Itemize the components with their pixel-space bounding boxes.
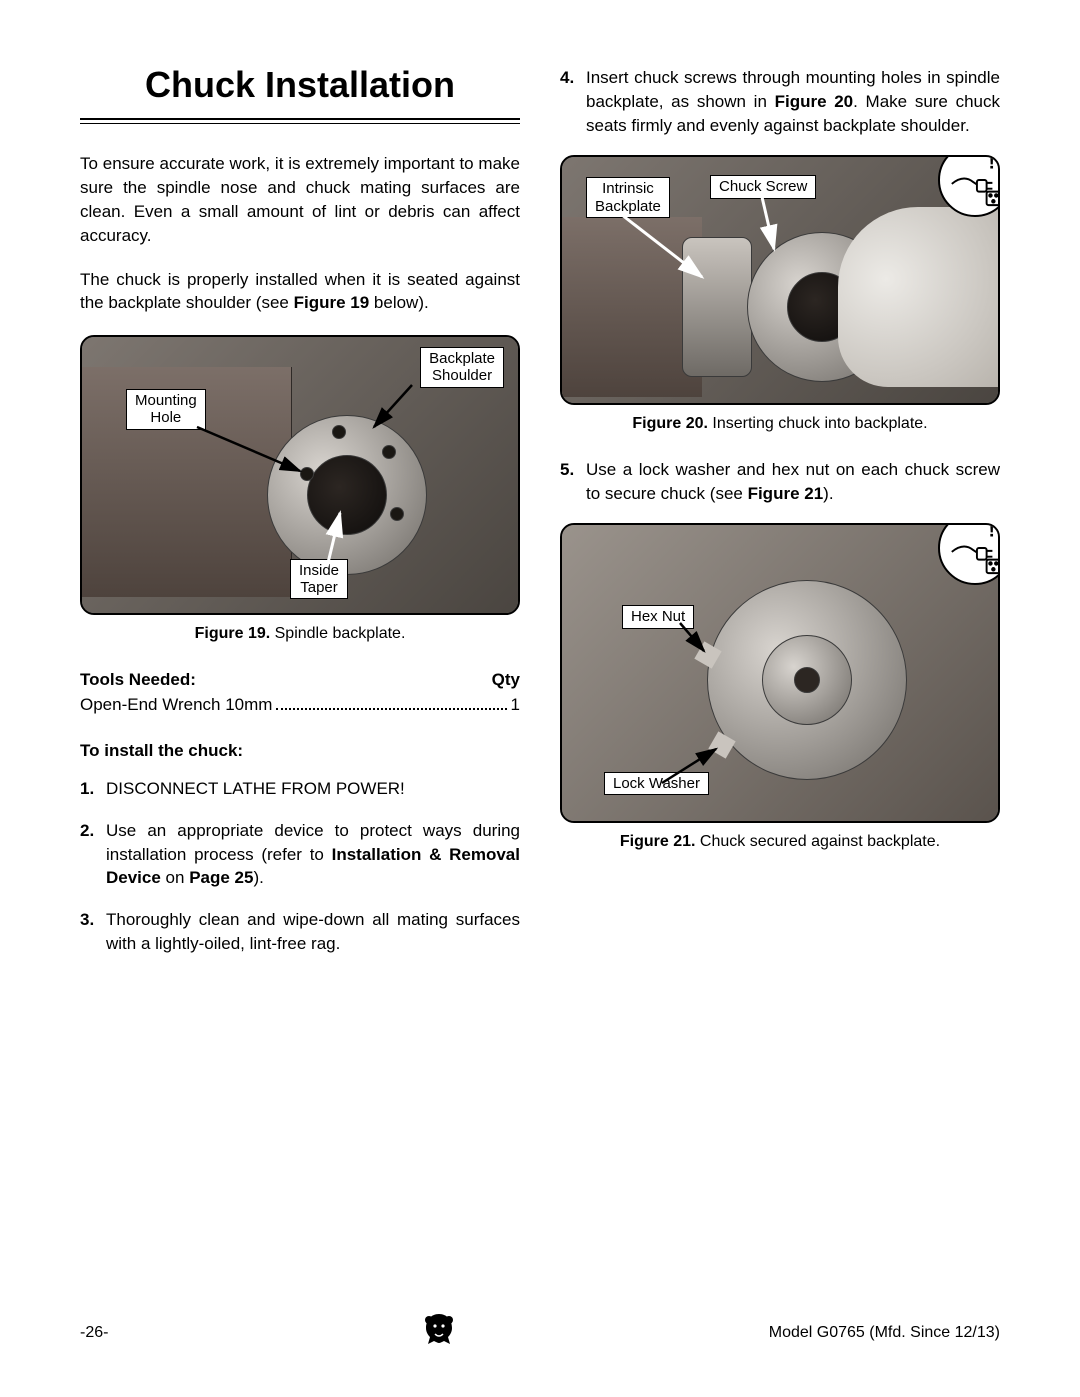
- title-rule: [80, 118, 520, 124]
- fig19-inside-taper-label: Inside Taper: [290, 559, 348, 600]
- fig19-backplate-shoulder-label: Backplate Shoulder: [420, 347, 504, 388]
- svg-text:!: !: [989, 155, 995, 173]
- tools-needed-label: Tools Needed:: [80, 668, 196, 692]
- figure-21: Hex Nut Lock Washer !: [560, 523, 1000, 823]
- figure-19: Mounting Hole Backplate Shoulder Inside …: [80, 335, 520, 615]
- svg-text:!: !: [989, 523, 995, 541]
- leader-dots: [276, 695, 506, 710]
- intro-2b: Figure 19: [294, 293, 370, 312]
- tool-name: Open-End Wrench 10mm: [80, 693, 272, 717]
- right-column: 4. Insert chuck screws through mounting …: [560, 60, 1000, 974]
- intro-para-2: The chuck is properly installed when it …: [80, 268, 520, 316]
- tools-header: Tools Needed: Qty: [80, 668, 520, 692]
- unplug-icon: !: [938, 523, 1000, 585]
- intro-2c: below).: [369, 293, 429, 312]
- figure-20: Intrinsic Backplate Chuck Screw !: [560, 155, 1000, 405]
- tools-qty-label: Qty: [492, 668, 520, 692]
- figure-20-caption: Figure 20. Inserting chuck into backplat…: [560, 413, 1000, 435]
- step-2: 2. Use an appropriate device to protect …: [80, 819, 520, 890]
- step-4: 4. Insert chuck screws through mounting …: [560, 66, 1000, 137]
- tool-qty: 1: [511, 693, 520, 717]
- unplug-icon: !: [938, 155, 1000, 217]
- left-column: Chuck Installation To ensure accurate wo…: [80, 60, 520, 974]
- fig21-hex-nut-label: Hex Nut: [622, 605, 694, 628]
- fig19-mounting-hole-label: Mounting Hole: [126, 389, 206, 430]
- page-title: Chuck Installation: [80, 60, 520, 110]
- intro-para-1: To ensure accurate work, it is extremely…: [80, 152, 520, 247]
- step-3: 3. Thoroughly clean and wipe-down all ma…: [80, 908, 520, 956]
- steps-right-a: 4. Insert chuck screws through mounting …: [560, 66, 1000, 137]
- page-footer: -26- Model G0765 (Mfd. Since 12/13): [80, 1308, 1000, 1359]
- grizzly-logo-icon: [417, 1308, 461, 1359]
- fig20-chuck-screw-label: Chuck Screw: [710, 175, 816, 198]
- step-1: 1. DISCONNECT LATHE FROM POWER!: [80, 777, 520, 801]
- figure-21-caption: Figure 21. Chuck secured against backpla…: [560, 831, 1000, 853]
- fig21-lock-washer-label: Lock Washer: [604, 772, 709, 795]
- step-5: 5. Use a lock washer and hex nut on each…: [560, 458, 1000, 506]
- footer-model: Model G0765 (Mfd. Since 12/13): [769, 1322, 1000, 1344]
- footer-page-number: -26-: [80, 1322, 108, 1344]
- fig20-intrinsic-backplate-label: Intrinsic Backplate: [586, 177, 670, 218]
- steps-left: 1. DISCONNECT LATHE FROM POWER! 2. Use a…: [80, 777, 520, 956]
- figure-19-caption: Figure 19. Spindle backplate.: [80, 623, 520, 645]
- install-subhead: To install the chuck:: [80, 739, 520, 763]
- steps-right-b: 5. Use a lock washer and hex nut on each…: [560, 458, 1000, 506]
- tool-row: Open-End Wrench 10mm 1: [80, 693, 520, 717]
